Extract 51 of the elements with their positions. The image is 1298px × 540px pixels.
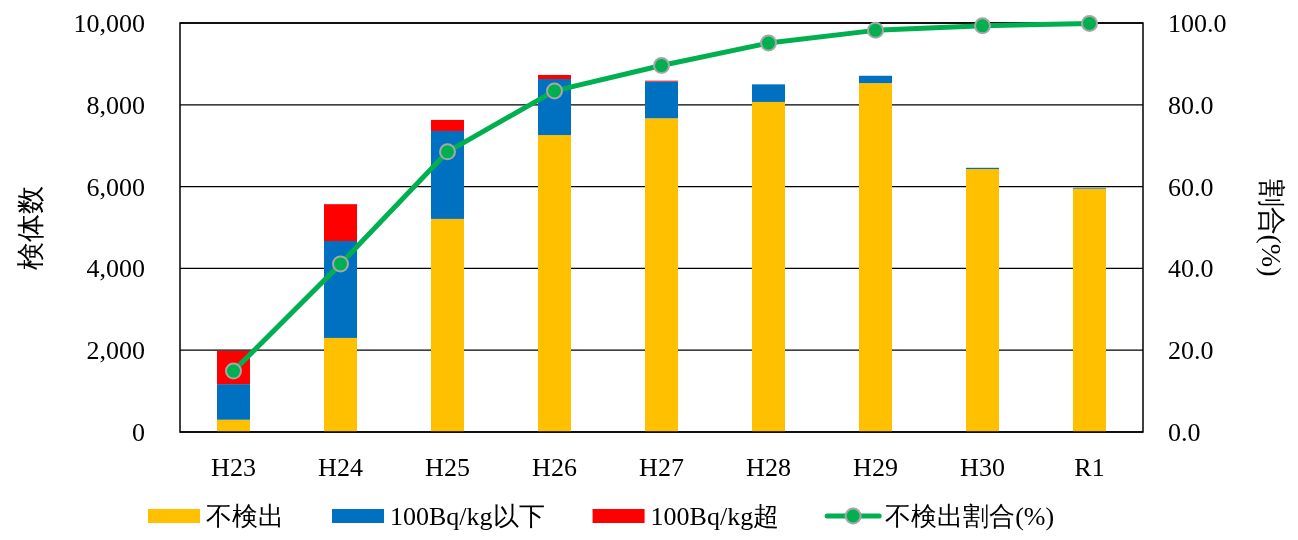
point [867,21,884,39]
bar [324,337,357,432]
bar [752,84,785,102]
bar [431,119,464,131]
y-tick-label: 0 [132,418,145,447]
legend-label: 不検出割合(%) [885,502,1055,531]
x-tick-label: H25 [425,453,470,482]
bar [859,83,892,432]
bar [217,384,250,420]
x-tick-label: R1 [1074,453,1105,482]
bar [859,75,892,84]
bar [538,74,571,80]
point [1081,14,1098,32]
point [439,143,456,161]
y-axis-title: 検体数 [15,185,46,270]
y-tick-label: 8,000 [86,90,145,120]
y2-tick-label: 100.0 [1168,9,1227,38]
point [332,255,349,273]
y-tick-label: 6,000 [86,172,145,202]
bar [431,218,464,432]
legend-label: 100Bq/kg超 [650,502,780,531]
y-tick-label: 2,000 [86,336,145,366]
x-tick-label: H30 [960,453,1005,482]
x-tick-label: H26 [532,453,577,482]
bar [324,204,357,241]
y2-tick-label: 0.0 [1168,418,1201,447]
y2-tick-label: 60.0 [1168,172,1214,202]
y-tick-label: 10,000 [73,9,145,38]
bar [645,81,678,119]
y2-tick-label: 40.0 [1168,254,1214,284]
bar [538,135,571,432]
point [546,82,563,100]
y2-tick-label: 80.0 [1168,90,1214,120]
bar [645,118,678,432]
legend-label: 100Bq/kg以下 [390,502,545,531]
x-tick-label: H28 [746,453,791,482]
bar [1073,188,1106,432]
y-tick-label: 4,000 [86,254,145,284]
y2-tick-label: 20.0 [1168,336,1214,366]
x-tick-label: H29 [853,453,898,482]
x-tick-label: H23 [211,453,256,482]
bar [217,419,250,432]
point [653,57,670,75]
point [974,17,991,35]
bar [752,101,785,432]
y2-axis-title: 割合(%) [1256,178,1287,277]
legend-label: 不検出 [206,502,284,531]
x-tick-label: H27 [639,453,684,482]
bar [966,169,999,432]
x-tick-label: H24 [318,453,363,482]
point [760,34,777,52]
